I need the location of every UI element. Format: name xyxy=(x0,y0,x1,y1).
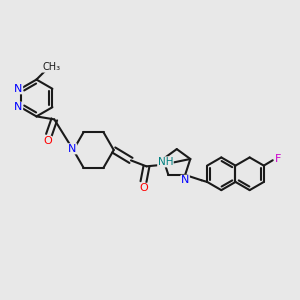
Text: CH₃: CH₃ xyxy=(42,62,60,72)
Text: NH: NH xyxy=(158,157,173,167)
Text: N: N xyxy=(14,84,22,94)
Text: N: N xyxy=(181,175,189,185)
Text: N: N xyxy=(14,102,22,112)
Text: O: O xyxy=(139,183,148,193)
Text: O: O xyxy=(43,136,52,146)
Text: F: F xyxy=(274,154,281,164)
Text: N: N xyxy=(68,144,76,154)
